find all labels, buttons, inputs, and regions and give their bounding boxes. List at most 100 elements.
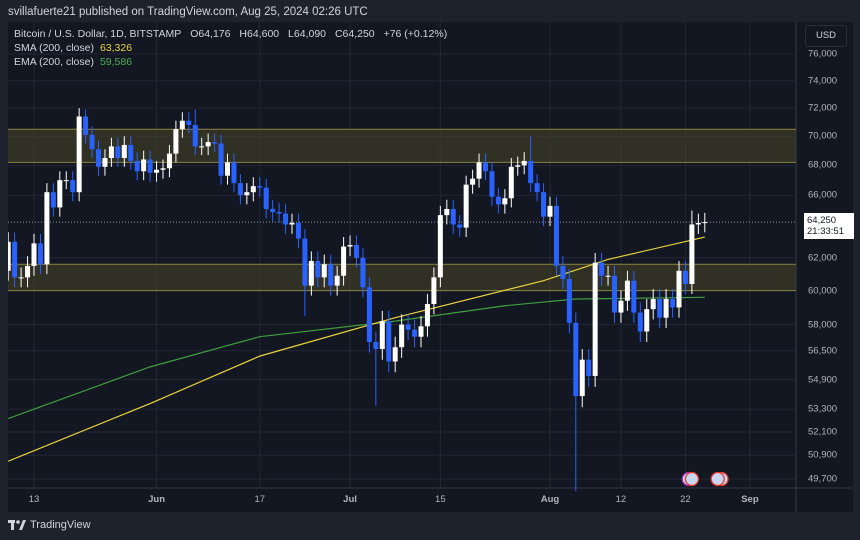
- candle-up: [470, 178, 476, 185]
- candle-down: [186, 120, 192, 125]
- candle-up: [547, 205, 553, 217]
- candle-down: [231, 162, 237, 184]
- candle-down: [483, 162, 488, 172]
- price-tick-label: 52,100: [808, 426, 838, 438]
- candle-down: [495, 196, 501, 205]
- price-tick-label: 66,000: [808, 189, 838, 201]
- time-tick-label: 15: [435, 494, 446, 505]
- candle-down: [192, 124, 198, 147]
- candle-up: [160, 168, 166, 170]
- candle-down: [450, 208, 456, 225]
- candle-down: [147, 159, 153, 173]
- candle-up: [205, 142, 211, 147]
- candle-up: [25, 265, 31, 278]
- candle-up: [166, 153, 172, 169]
- chart-pane[interactable]: Bitcoin / U.S. Dollar, 1D, BITSTAMP O64,…: [8, 22, 854, 512]
- candle-up: [108, 146, 114, 159]
- candle-up: [515, 165, 521, 167]
- candle-down: [360, 257, 366, 288]
- candle-up: [676, 270, 682, 308]
- price-tick-label: 49,700: [808, 473, 838, 485]
- candle-down: [354, 244, 359, 258]
- candle-up: [321, 264, 327, 278]
- candle-down: [315, 261, 321, 278]
- candle-down: [257, 186, 263, 188]
- candle-down: [566, 279, 572, 323]
- candle-down: [373, 341, 379, 350]
- candle-up: [399, 324, 405, 348]
- candle-up: [592, 262, 598, 376]
- candle-up: [476, 162, 482, 179]
- candle-down: [295, 222, 301, 239]
- candle-up: [695, 222, 701, 225]
- sma-legend[interactable]: SMA (200, close) 63,326: [14, 42, 138, 54]
- candle-up: [392, 347, 398, 362]
- symbol-name[interactable]: Bitcoin / U.S. Dollar, 1D, BITSTAMP: [14, 28, 182, 40]
- candle-down: [386, 321, 392, 362]
- ema-legend[interactable]: EMA (200, close) 59,586: [14, 56, 138, 68]
- candle-down: [302, 238, 308, 286]
- candle-up: [689, 224, 695, 284]
- candle-down: [573, 322, 579, 397]
- candle-up: [31, 243, 37, 266]
- candle-down: [115, 146, 121, 159]
- bar-countdown: 21:33:51: [807, 226, 844, 237]
- candle-up: [18, 277, 24, 279]
- candle-down: [70, 180, 76, 193]
- candle-down: [560, 265, 566, 280]
- candle-up: [508, 166, 514, 199]
- candle-up: [341, 246, 347, 276]
- candle-up: [44, 192, 50, 265]
- candle-up: [225, 162, 230, 176]
- candle-up: [618, 300, 624, 313]
- candle-up: [154, 169, 160, 173]
- candle-down: [276, 212, 282, 214]
- ohlc-close: C64,250: [334, 28, 375, 40]
- time-tick-label: Sep: [741, 494, 759, 505]
- time-tick-label: Jul: [343, 494, 357, 505]
- candle-up: [502, 198, 508, 205]
- candle-down: [534, 183, 540, 193]
- candle-down: [553, 205, 559, 266]
- candle-down: [96, 149, 101, 167]
- candle-up: [463, 184, 469, 228]
- candle-up: [347, 244, 353, 247]
- price-tick-label: 50,900: [808, 449, 838, 461]
- candle-up: [644, 309, 650, 332]
- candle-down: [128, 144, 134, 161]
- sma-label: SMA (200, close): [14, 42, 94, 54]
- candle-down: [489, 171, 495, 197]
- candle-down: [263, 187, 269, 209]
- candle-up: [308, 261, 314, 286]
- tradingview-logo-icon: [8, 520, 26, 530]
- ema-200-line: [8, 296, 705, 420]
- candle-down: [83, 116, 89, 135]
- candle-down: [237, 183, 243, 196]
- candle-down: [637, 312, 643, 332]
- sma-value: 63,326: [99, 42, 133, 54]
- candle-down: [412, 329, 418, 337]
- candle-up: [199, 146, 205, 148]
- price-plot[interactable]: [8, 22, 853, 512]
- time-tick-label: Jun: [148, 494, 165, 505]
- candle-up: [289, 222, 295, 225]
- ohlc-change: +76 (+0.12%): [383, 28, 448, 40]
- price-tick-label: 76,000: [808, 48, 838, 60]
- ema-value: 59,586: [99, 56, 133, 68]
- candle-down: [612, 275, 617, 313]
- price-tick-label: 56,500: [808, 345, 838, 357]
- sma-200-line: [8, 236, 705, 462]
- candle-up: [179, 120, 185, 130]
- currency-button[interactable]: USD: [805, 25, 847, 47]
- tradingview-logo[interactable]: TradingView: [8, 519, 91, 531]
- candle-up: [624, 280, 630, 301]
- candle-down: [283, 213, 289, 225]
- candle-down: [657, 299, 663, 318]
- candle-down: [270, 208, 276, 213]
- candle-up: [605, 275, 611, 277]
- candle-up: [424, 304, 430, 327]
- ohlc-low: L64,090: [288, 28, 327, 40]
- price-tick-label: 72,000: [808, 102, 838, 114]
- candle-up: [102, 158, 108, 167]
- support-resistance-zone: [8, 264, 796, 291]
